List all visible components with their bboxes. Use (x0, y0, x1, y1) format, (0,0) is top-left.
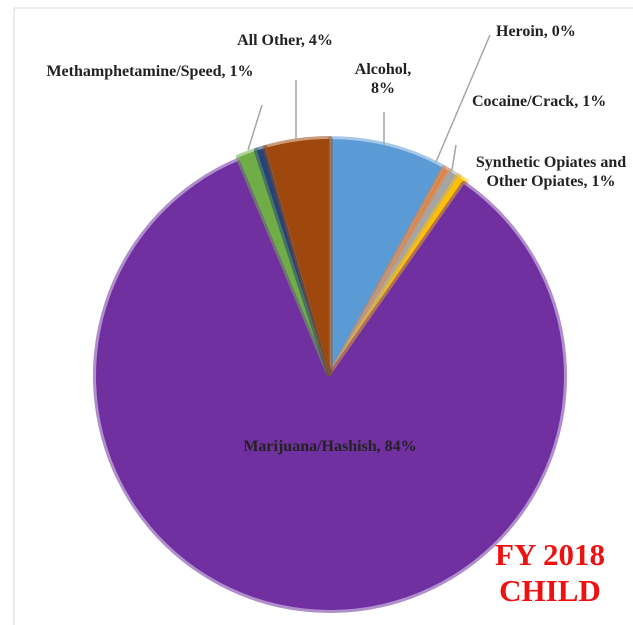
data-label: Cocaine/Crack, 1% (472, 93, 607, 110)
leader-line (451, 144, 457, 171)
data-label: Synthetic Opiates and Other Opiates, 1% (475, 154, 627, 190)
frame (13, 7, 633, 625)
annotation: FY 2018 CHILD (495, 537, 605, 608)
data-label: Methamphetamine/Speed, 1% (46, 63, 254, 80)
pie-slice (93, 157, 567, 613)
pie-slice (327, 136, 447, 377)
leader-line (247, 104, 263, 151)
data-label: Heroin, 0% (496, 23, 576, 40)
leader-lines (247, 34, 491, 171)
pie-slice (262, 136, 333, 377)
leader-line (435, 34, 491, 163)
pie (93, 136, 567, 613)
data-label: All Other, 4% (237, 32, 333, 49)
data-label: Marijuana/Hashish, 84% (243, 438, 417, 455)
data-label: Alcohol, 8% (354, 61, 412, 97)
